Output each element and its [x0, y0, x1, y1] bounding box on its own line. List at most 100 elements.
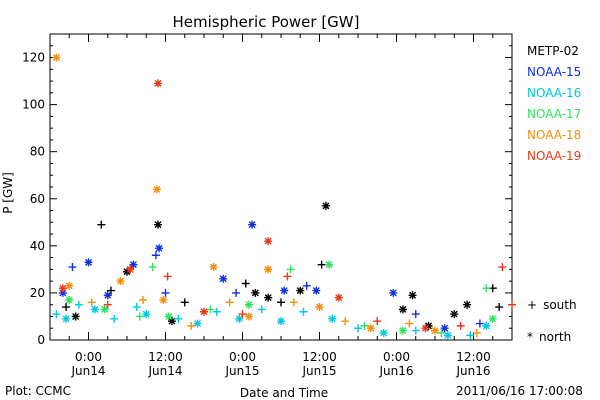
south-point	[277, 298, 285, 307]
south-point	[241, 279, 250, 288]
symbol-legend-marker: +	[527, 298, 538, 312]
south-point	[289, 298, 298, 307]
south-point	[163, 272, 172, 281]
north-point	[277, 317, 285, 326]
south-point	[405, 319, 414, 328]
south-point	[472, 328, 481, 337]
north-point	[488, 314, 497, 323]
south-point	[341, 317, 350, 326]
x-tick-label-time: 0:00	[383, 350, 410, 364]
symbol-legend-marker: *	[527, 330, 533, 344]
north-point	[264, 265, 273, 274]
y-tick-label: 20	[30, 286, 45, 300]
chart-title: Hemispheric Power [GW]	[173, 13, 360, 31]
x-tick-label-date: Jun14	[70, 364, 105, 378]
north-point	[100, 305, 109, 314]
north-point	[389, 288, 398, 297]
north-point	[90, 305, 99, 314]
south-point	[286, 265, 295, 274]
north-point	[450, 310, 459, 319]
north-point	[209, 263, 218, 272]
x-tick-label-date: Jun16	[455, 364, 490, 378]
x-tick-label-time: 12:00	[456, 350, 491, 364]
y-tick-label: 120	[22, 51, 45, 65]
north-point	[398, 326, 407, 335]
north-point	[251, 288, 260, 297]
legend-item: NOAA-16	[527, 86, 582, 100]
symbol-legend-label: north	[539, 330, 572, 344]
south-point	[187, 321, 196, 330]
x-tick-label-date: Jun15	[224, 364, 259, 378]
y-tick-label: 60	[30, 192, 45, 206]
south-point	[508, 300, 516, 309]
south-point	[106, 286, 115, 295]
plot-frame	[49, 33, 513, 341]
south-point	[360, 321, 369, 330]
south-point	[411, 326, 420, 335]
symbol-legend-label: south	[543, 298, 577, 312]
north-point	[167, 317, 176, 326]
y-axis-label: P [GW]	[1, 172, 15, 214]
north-point	[65, 295, 74, 304]
south-point	[302, 281, 311, 290]
north-point	[463, 300, 472, 309]
x-tick-label-time: 12:00	[148, 350, 183, 364]
south-point	[411, 310, 420, 319]
south-point	[87, 298, 96, 307]
plot-axes: 0204060801001200:00Jun1412:00Jun140:00Ju…	[22, 33, 513, 378]
north-point	[440, 324, 449, 333]
south-point	[495, 303, 504, 312]
north-point	[379, 328, 388, 337]
south-point	[212, 307, 221, 316]
south-point	[68, 263, 77, 272]
north-point	[328, 314, 337, 323]
north-point	[152, 185, 161, 194]
x-axis-label: Date and Time	[240, 386, 328, 400]
x-tick-label-time: 0:00	[75, 350, 102, 364]
footer-credit: Plot: CCMC	[5, 384, 71, 398]
north-point	[315, 303, 324, 312]
south-point	[206, 305, 215, 314]
north-point	[103, 291, 112, 300]
south-point	[466, 331, 475, 340]
south-point	[110, 314, 119, 323]
north-point	[334, 293, 343, 302]
north-point	[193, 319, 202, 328]
south-point	[437, 328, 446, 337]
symbol-legend-item: * north	[527, 330, 571, 344]
x-tick-label-date: Jun15	[301, 364, 336, 378]
north-point	[62, 314, 71, 323]
south-point	[151, 251, 160, 260]
north-point	[155, 244, 164, 253]
south-point	[139, 295, 148, 304]
north-point	[58, 284, 67, 293]
north-point	[421, 324, 430, 333]
north-point	[235, 314, 244, 323]
north-point	[126, 265, 135, 274]
north-point	[84, 258, 93, 267]
north-point	[154, 220, 163, 229]
north-point	[154, 79, 163, 88]
south-point	[74, 300, 83, 309]
south-point	[97, 220, 106, 229]
north-point	[264, 237, 273, 246]
south-point	[475, 319, 484, 328]
y-tick-label: 100	[22, 98, 45, 112]
north-point	[52, 53, 61, 62]
north-point	[164, 312, 173, 321]
north-point	[321, 201, 330, 210]
data-points	[52, 53, 516, 340]
south-point	[148, 263, 157, 272]
south-point	[456, 321, 465, 330]
south-point	[283, 272, 292, 281]
legend-item: NOAA-19	[527, 149, 582, 163]
north-point	[280, 286, 289, 295]
x-tick-label-date: Jun14	[147, 364, 182, 378]
north-point	[325, 260, 334, 269]
x-tick-label-date: Jun16	[378, 364, 413, 378]
north-point	[408, 291, 417, 300]
north-point	[366, 324, 375, 333]
south-point	[232, 288, 241, 297]
south-point	[132, 303, 141, 312]
legend-item: NOAA-17	[527, 107, 582, 121]
